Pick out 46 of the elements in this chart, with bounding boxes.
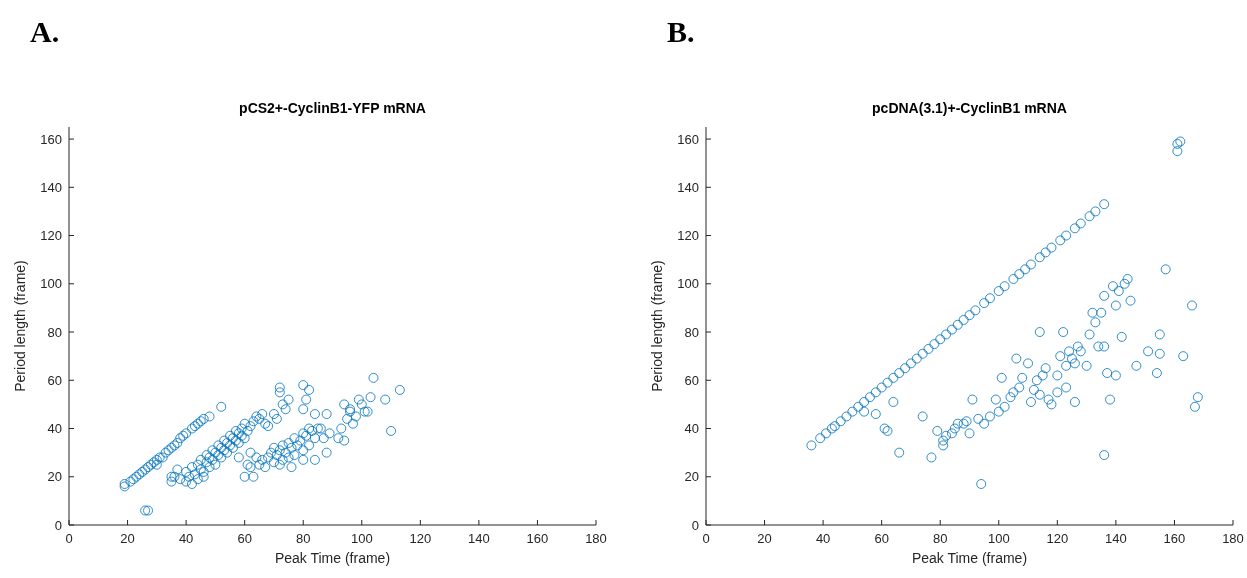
x-tick-label: 160	[1163, 531, 1186, 546]
x-tick-label: 60	[237, 531, 252, 546]
y-tick-label: 140	[40, 179, 62, 195]
y-tick-label: 80	[47, 324, 62, 340]
x-tick-label: 0	[702, 531, 710, 546]
y-tick-label: 20	[684, 469, 699, 485]
x-tick-label: 100	[350, 531, 373, 546]
text: B.	[667, 15, 695, 48]
x-tick-label: 180	[1222, 531, 1244, 546]
x-tick-label: 60	[874, 531, 889, 546]
y-tick-label: 60	[684, 372, 699, 388]
y-tick-label: 120	[677, 228, 699, 244]
y-tick-label: 100	[40, 276, 62, 292]
x-tick-label: 0	[65, 531, 73, 546]
y-tick-label: 0	[691, 517, 699, 533]
x-tick-label: 80	[932, 531, 948, 546]
x-tick-label: 40	[178, 531, 194, 546]
y-axis-title: Period length (frame)	[649, 260, 665, 392]
y-tick-label: 0	[54, 517, 62, 533]
y-tick-label: 120	[40, 228, 62, 244]
x-tick-label: 100	[987, 531, 1010, 546]
y-tick-label: 140	[677, 179, 699, 195]
chart-title: pCS2+-CyclinB1-YFP mRNA	[239, 100, 426, 116]
y-tick-label: 100	[677, 276, 699, 292]
y-tick-label: 160	[40, 131, 62, 147]
y-tick-label: 40	[684, 421, 699, 437]
x-axis-title: Peak Time (frame)	[911, 550, 1028, 566]
chart-title: pcDNA(3.1)+-CyclinB1 mRNA	[872, 100, 1067, 116]
x-tick-label: 180	[585, 531, 607, 546]
x-tick-label: 80	[295, 531, 311, 546]
x-tick-label: 120	[409, 531, 432, 546]
y-tick-label: 40	[47, 421, 62, 437]
y-axis-title: Period length (frame)	[12, 260, 28, 392]
y-tick-label: 160	[677, 131, 699, 147]
y-tick-label: 80	[684, 324, 699, 340]
x-axis-title: Peak Time (frame)	[274, 550, 391, 566]
x-tick-label: 40	[815, 531, 831, 546]
text: A.	[30, 15, 60, 48]
y-tick-label: 60	[47, 372, 62, 388]
x-tick-label: 120	[1046, 531, 1069, 546]
x-tick-label: 160	[526, 531, 549, 546]
x-tick-label: 20	[120, 531, 135, 546]
x-tick-label: 20	[757, 531, 772, 546]
x-tick-label: 140	[1105, 531, 1127, 546]
y-tick-label: 20	[47, 469, 62, 485]
x-tick-label: 140	[468, 531, 490, 546]
